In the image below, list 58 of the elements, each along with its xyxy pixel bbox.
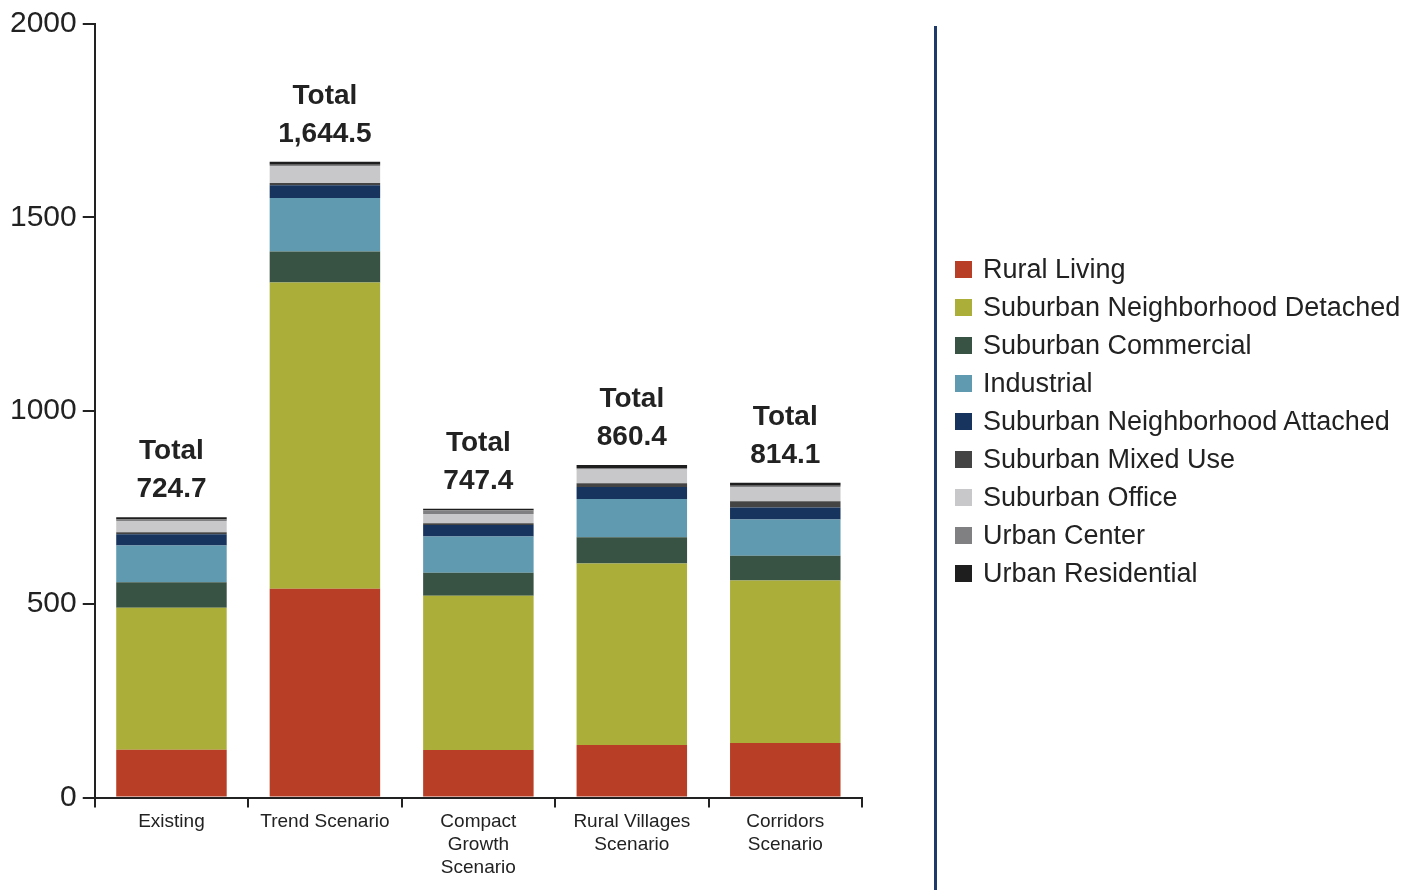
legend-label: Suburban Office [983,481,1178,514]
legend-label: Suburban Commercial [983,329,1252,362]
bar [423,514,534,524]
bar [576,469,688,484]
bar [730,487,841,502]
bar [269,165,381,183]
bar [423,510,534,515]
y-tick-label: 2000 [9,5,77,39]
bar [116,534,227,546]
total-label: Total 860.4 [596,381,668,451]
x-tick-label: Existing [138,810,205,832]
bar [423,524,534,537]
bar [269,198,381,252]
total-label: Total 724.7 [136,434,207,504]
y-tick-label: 500 [26,585,77,619]
bar [116,749,227,797]
total-label: Total 747.4 [443,425,514,495]
bar [423,750,534,797]
bar [116,545,227,583]
bar [730,519,841,556]
total-label: Total 814.1 [750,399,821,469]
bar [423,595,534,751]
bar [576,745,688,797]
legend-label: Urban Center [983,519,1146,552]
y-tick-label: 0 [60,778,77,812]
bar [269,251,381,283]
bar [576,483,688,487]
x-tick-label: Rural Villages Scenario [573,810,691,855]
bar [576,464,688,469]
bar [730,507,841,520]
x-tick-label: Trend Scenario [260,810,390,832]
legend-label: Suburban Neighborhood Detached [983,291,1401,324]
x-tick-label: Corridors Scenario [746,810,825,855]
bar [730,555,841,581]
bar [269,282,381,589]
bar [116,521,227,533]
y-tick-label: 1000 [9,392,77,426]
bar [423,572,534,596]
bar [730,743,841,797]
y-tick-label: 1500 [9,198,77,232]
bar [576,498,688,538]
bar [269,185,381,199]
bar [576,487,688,499]
legend-label: Suburban Neighborhood Attached [983,405,1390,438]
bar [423,536,534,573]
legend-label: Rural Living [983,253,1126,286]
bar [730,501,841,508]
bar [116,607,227,750]
bar [269,588,381,797]
bar [576,537,688,564]
x-tick-label: Compact Growth Scenario [440,810,518,877]
total-label: Total 1,644.5 [278,78,372,148]
legend-label: Urban Residential [983,557,1198,590]
legend-label: Industrial [983,367,1093,400]
bar [576,563,688,745]
legend-label: Suburban Mixed Use [983,443,1236,476]
bar [116,582,227,608]
bar [730,580,841,744]
